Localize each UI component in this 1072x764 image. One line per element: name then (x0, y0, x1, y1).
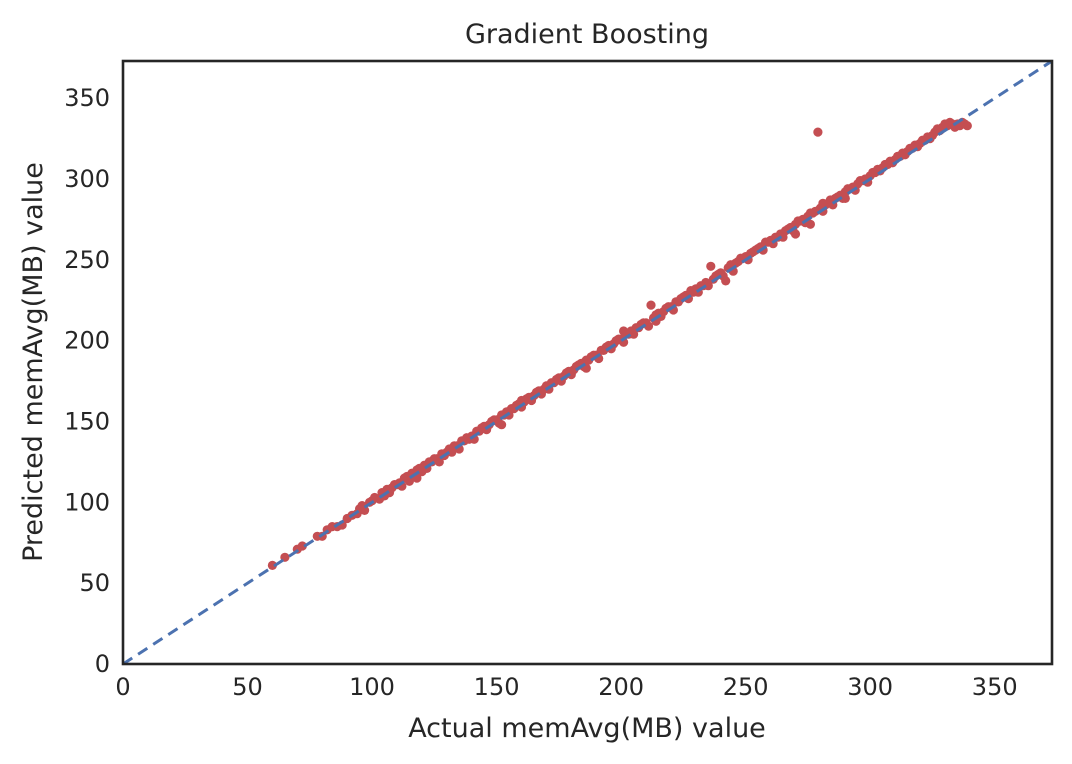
data-point (357, 501, 367, 511)
data-point (619, 326, 629, 336)
data-point (790, 229, 801, 239)
data-point (818, 198, 828, 208)
data-point (297, 541, 307, 551)
data-point (534, 386, 544, 396)
x-axis-label: Actual memAvg(MB) value (408, 713, 766, 744)
data-point (813, 127, 823, 137)
identity-reference-line (122, 59, 1053, 666)
y-tick-label: 250 (64, 246, 110, 274)
data-point (614, 334, 624, 344)
y-tick-label: 0 (95, 650, 110, 678)
data-point (808, 208, 818, 218)
data-point (462, 433, 472, 443)
plot-frame (121, 59, 1054, 666)
y-tick-label: 350 (64, 84, 110, 112)
data-point (962, 121, 972, 131)
data-point (506, 404, 517, 414)
y-tick-label: 150 (64, 408, 110, 436)
x-tick-label: 250 (723, 673, 769, 701)
y-tick-label: 200 (64, 327, 110, 355)
x-tick-label: 200 (598, 673, 644, 701)
y-tick-label: 50 (79, 569, 110, 597)
data-point (763, 237, 773, 247)
x-tick-label: 0 (115, 673, 130, 701)
data-point (746, 248, 756, 258)
data-point (870, 167, 880, 178)
data-point (805, 219, 816, 229)
reference-layer (122, 59, 1053, 666)
data-point (883, 159, 893, 170)
data-point (267, 560, 277, 571)
data-point (399, 473, 409, 483)
data-point (840, 193, 850, 203)
data-point (721, 276, 731, 286)
x-tick-labels: 0 50 100 150 200 250 300 350 (115, 673, 1017, 701)
y-tick-labels: 0 50 100 150 200 250 300 350 (64, 84, 110, 678)
data-point (596, 345, 606, 355)
data-point (646, 300, 656, 310)
x-tick-label: 100 (349, 673, 395, 701)
data-point (706, 261, 716, 271)
data-point (581, 355, 591, 365)
data-point (414, 463, 424, 473)
x-tick-label: 50 (232, 673, 263, 701)
x-tick-label: 350 (972, 673, 1018, 701)
x-tick-label: 150 (474, 673, 520, 701)
data-point (497, 420, 507, 430)
chart-title: Gradient Boosting (465, 19, 709, 50)
data-point (564, 366, 574, 376)
y-tick-label: 300 (64, 165, 110, 193)
x-tick-label: 300 (847, 673, 893, 701)
data-point (686, 286, 696, 296)
y-tick-label: 100 (64, 488, 110, 516)
data-point (703, 281, 713, 291)
data-point (429, 454, 439, 464)
data-point (671, 297, 681, 307)
data-point (489, 415, 499, 425)
y-axis-label: Predicted memAvg(MB) value (18, 162, 49, 562)
data-point (382, 484, 392, 494)
